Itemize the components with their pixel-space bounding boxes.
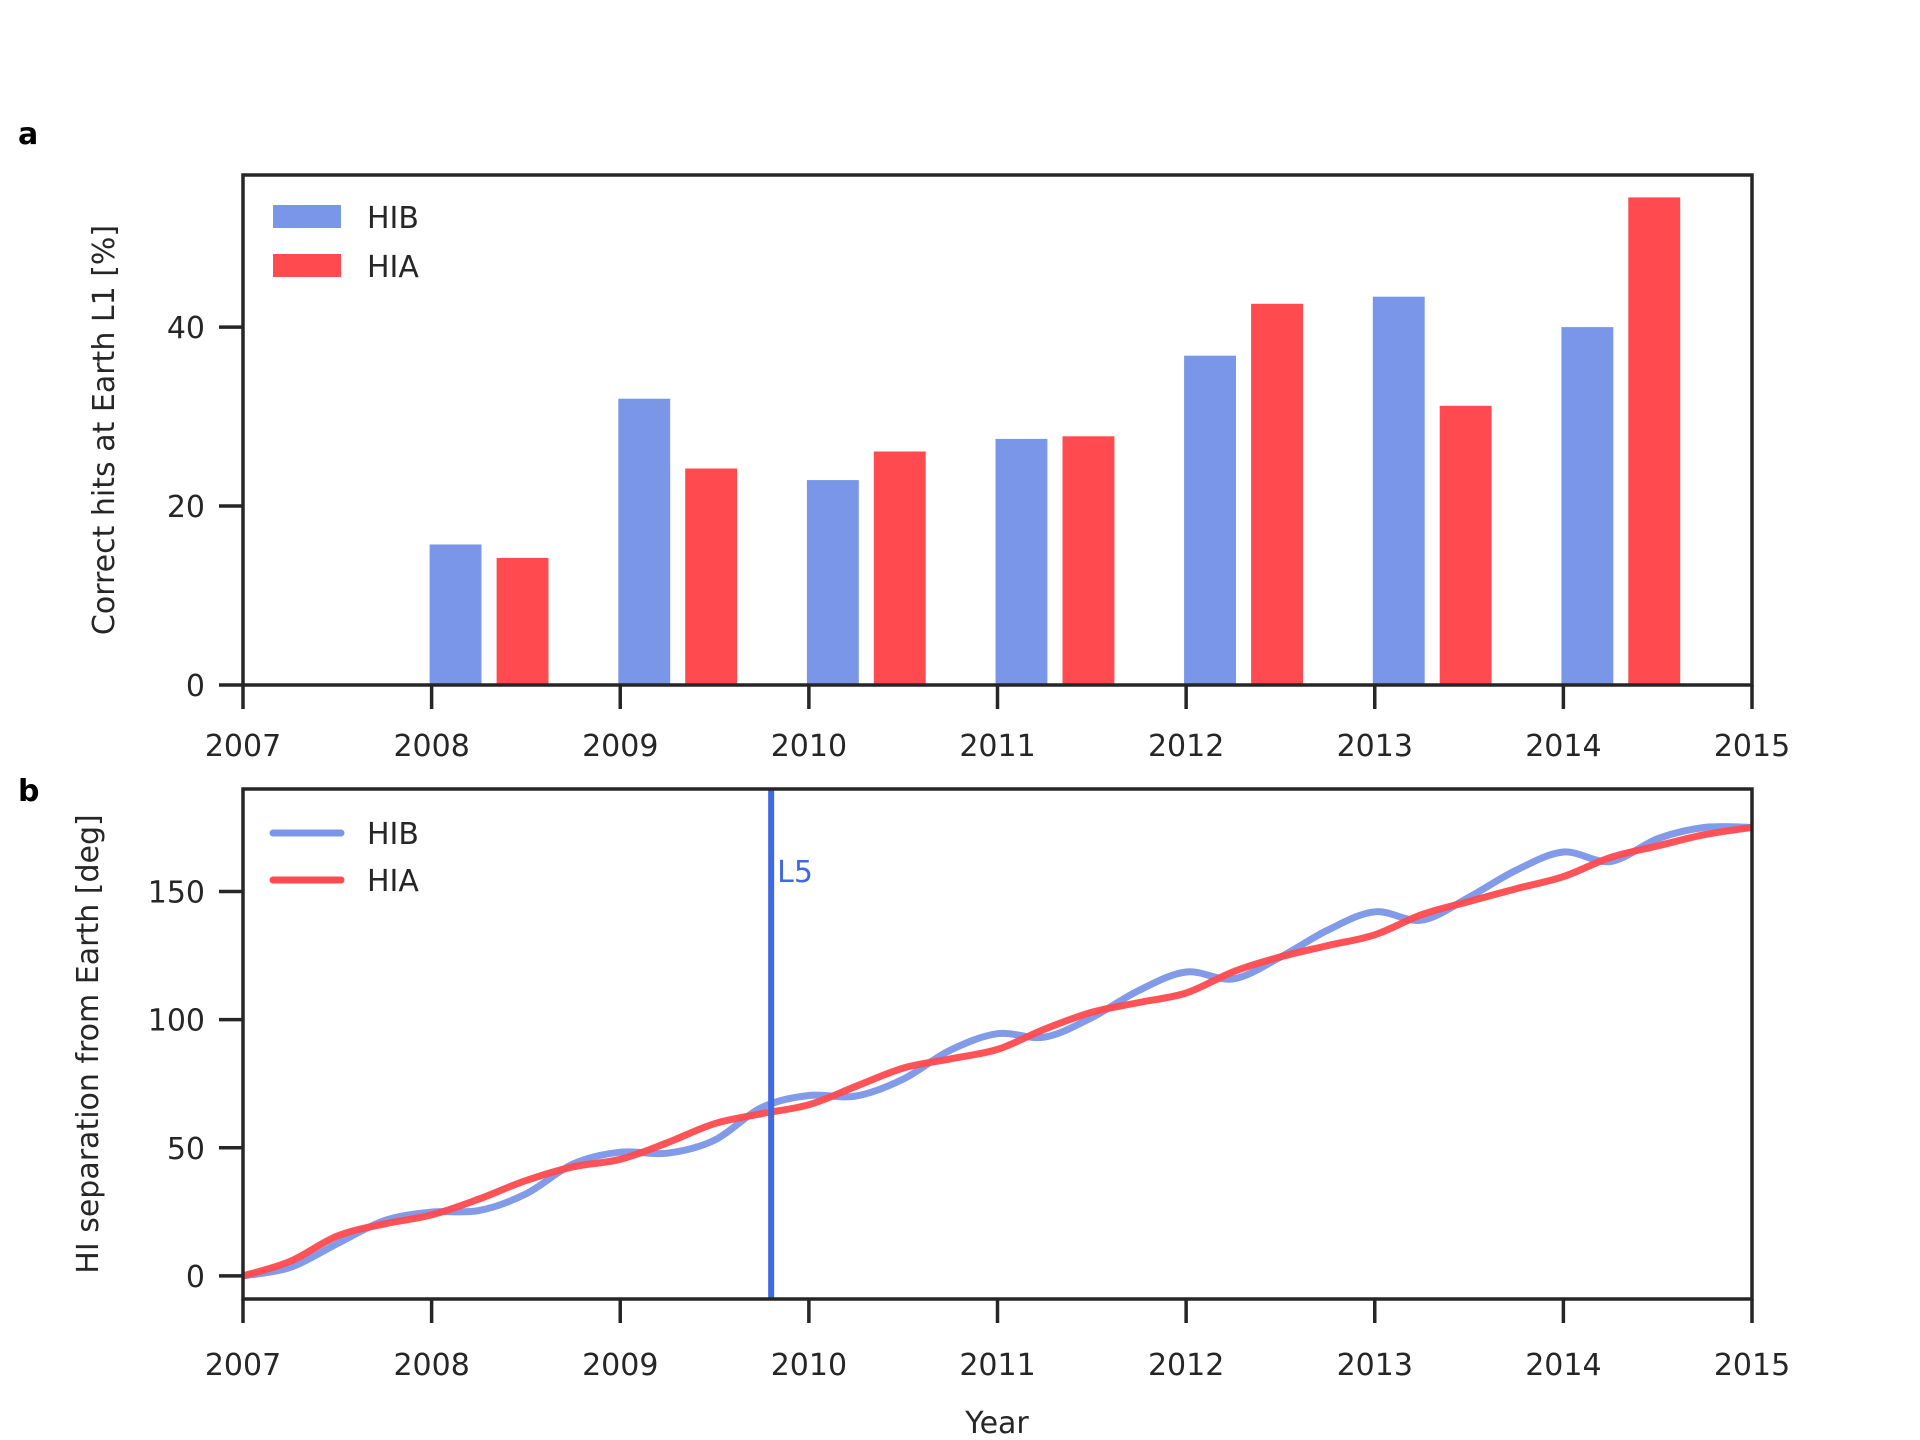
panel-b-legend: HIB HIA	[269, 817, 419, 899]
x-tick-label-2015: 2015	[1714, 1348, 1790, 1383]
legend-label-hib: HIB	[367, 817, 419, 852]
bar-hib-2012	[1184, 355, 1236, 685]
y-tick-label-100: 100	[148, 1004, 205, 1039]
x-tick-label-2008: 2008	[393, 1348, 469, 1383]
x-tick-label-2013: 2013	[1337, 1348, 1413, 1383]
y-tick-label-0: 0	[186, 669, 205, 704]
x-tick-label-2009: 2009	[582, 729, 658, 764]
bar-hib-2009	[618, 398, 671, 685]
panel-b-y-axis-label: HI separation from Earth [deg]	[71, 814, 106, 1273]
x-tick-label-2011: 2011	[959, 1348, 1035, 1383]
x-tick-label-2007: 2007	[205, 729, 281, 764]
panel-a-letter: a	[18, 117, 38, 152]
bar-hia-2012	[1251, 303, 1303, 685]
x-tick-label-2009: 2009	[582, 1348, 658, 1383]
legend-label-hib: HIB	[367, 201, 419, 236]
panel-a-y-ticks: 0 20 40	[167, 311, 243, 704]
legend-label-hia: HIA	[367, 250, 419, 285]
series-line-hia	[243, 823, 1752, 1280]
y-tick-label-150: 150	[148, 876, 205, 911]
panel-b: L5 2007 2008 2009 2010 2011 2012 2013 2014 2015 …	[71, 787, 1790, 1440]
x-tick-label-2014: 2014	[1525, 729, 1601, 764]
x-tick-label-2011: 2011	[959, 729, 1035, 764]
y-tick-label-0: 0	[186, 1260, 205, 1295]
legend-label-hia: HIA	[367, 864, 419, 899]
bar-hib-2010	[806, 480, 859, 685]
panel-b-lines	[243, 823, 1752, 1280]
bar-hia-2009	[685, 468, 738, 685]
panel-b-x-axis-label: Year	[964, 1406, 1029, 1440]
x-tick-label-2010: 2010	[771, 1348, 847, 1383]
bar-hib-2011	[995, 438, 1048, 685]
legend-swatch-hia	[273, 254, 341, 277]
bar-hib-2014	[1561, 327, 1614, 685]
bar-hia-2011	[1062, 436, 1115, 685]
bar-hib-2008	[429, 544, 482, 685]
y-tick-label-50: 50	[167, 1132, 205, 1167]
x-tick-label-2007: 2007	[205, 1348, 281, 1383]
bar-hia-2010	[873, 451, 926, 685]
x-tick-label-2014: 2014	[1525, 1348, 1601, 1383]
y-tick-label-20: 20	[167, 490, 205, 525]
bar-hib-2013	[1372, 296, 1425, 685]
panel-a-legend: HIB HIA	[273, 201, 419, 285]
bar-hia-2014	[1628, 197, 1681, 685]
panel-b-y-ticks: 0 50 100 150	[148, 876, 243, 1295]
x-tick-label-2008: 2008	[393, 729, 469, 764]
panel-a-x-ticks: 2007 2008 2009 2010 2011 2012 2013 2014 2015	[205, 685, 1790, 764]
x-tick-label-2013: 2013	[1337, 729, 1413, 764]
x-tick-label-2010: 2010	[771, 729, 847, 764]
y-tick-label-40: 40	[167, 311, 205, 346]
bar-hia-2013	[1439, 405, 1492, 685]
l5-marker-label: L5	[777, 855, 813, 890]
x-tick-label-2015: 2015	[1714, 729, 1790, 764]
x-tick-label-2012: 2012	[1148, 729, 1224, 764]
legend-swatch-hib	[273, 205, 341, 228]
panel-b-letter: b	[18, 774, 39, 809]
panel-b-x-ticks: 2007 2008 2009 2010 2011 2012 2013 2014 2015	[205, 1299, 1790, 1383]
panel-a-y-axis-label: Correct hits at Earth L1 [%]	[87, 225, 122, 635]
panel-a-bars	[429, 197, 1681, 685]
panel-a: 2007 2008 2009 2010 2011 2012 2013 2014 2015 020…	[87, 173, 1790, 764]
bar-hia-2008	[496, 557, 549, 685]
series-line-hib	[243, 823, 1752, 1280]
x-tick-label-2012: 2012	[1148, 1348, 1224, 1383]
